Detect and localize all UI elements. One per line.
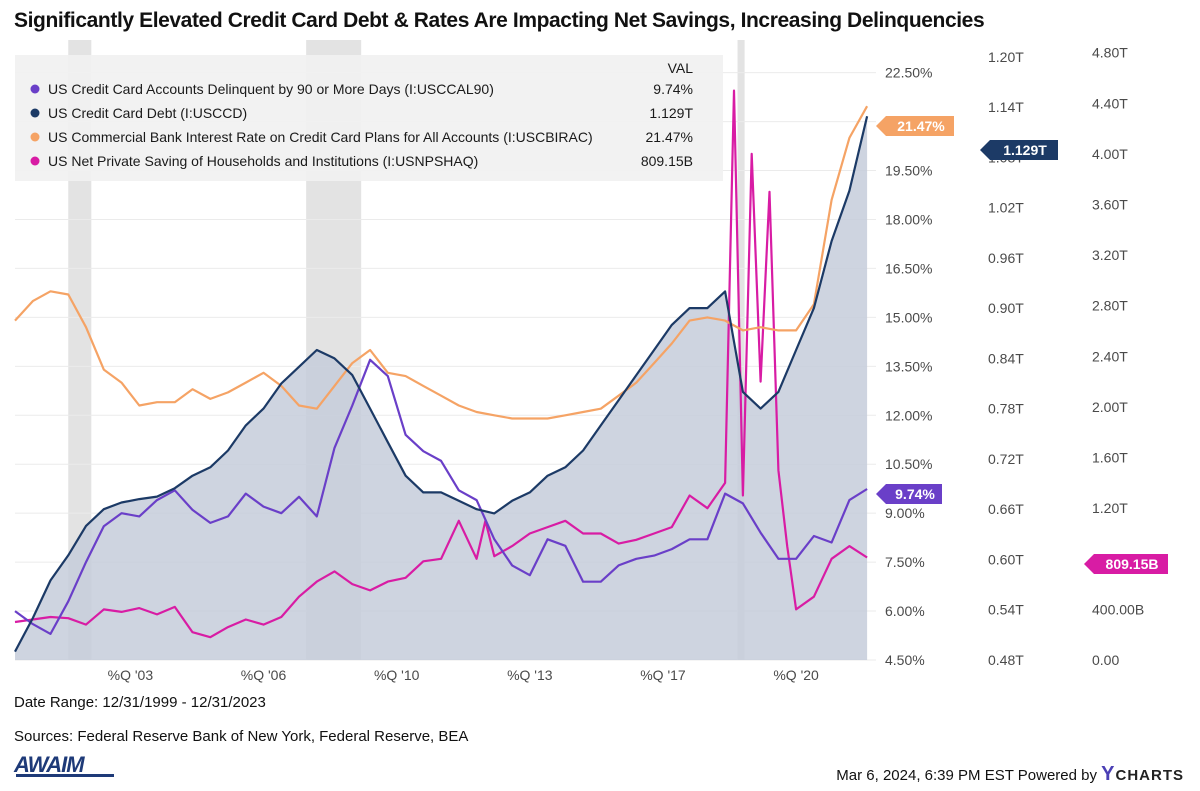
- value-tag-text-1: 21.47%: [897, 118, 945, 134]
- rate-tick-8: 12.00%: [885, 407, 932, 423]
- saving-tick-4: 3.60T: [1092, 196, 1128, 212]
- value-tag-1: [876, 116, 954, 136]
- legend-label-3: US Commercial Bank Interest Rate on Cred…: [48, 129, 593, 145]
- sources: Sources: Federal Reserve Bank of New Yor…: [14, 728, 469, 745]
- legend-value-4: 809.15B: [641, 153, 693, 169]
- chart-title: Significantly Elevated Credit Card Debt …: [14, 9, 985, 32]
- footer: Mar 6, 2024, 6:39 PM EST Powered by YCHA…: [836, 763, 1184, 786]
- saving-tick-1: 4.80T: [1092, 45, 1128, 61]
- legend-value-3: 21.47%: [646, 129, 693, 145]
- x-axis: %Q '03 %Q '06 %Q '10 %Q '13 %Q '17 %Q '20: [108, 667, 819, 683]
- debt-area: [15, 116, 868, 660]
- rate-tick-1: 22.50%: [885, 65, 932, 81]
- debt-tick-6: 0.90T: [988, 300, 1024, 316]
- saving-tick-12: 400.00B: [1092, 601, 1144, 617]
- x-tick-6: %Q '20: [773, 667, 819, 683]
- saving-tick-6: 2.80T: [1092, 298, 1128, 314]
- legend-header: VAL: [668, 60, 694, 76]
- legend-label-4: US Net Private Saving of Households and …: [48, 153, 478, 169]
- saving-tick-7: 2.40T: [1092, 348, 1128, 364]
- debt-tick-11: 0.60T: [988, 551, 1024, 567]
- legend-marker-4: [30, 156, 40, 166]
- x-tick-5: %Q '17: [640, 667, 686, 683]
- legend: VAL US Credit Card Accounts Delinquent by…: [15, 55, 723, 181]
- saving-tick-13: 0.00: [1092, 652, 1119, 668]
- value-tag-text-2: 1.129T: [1003, 142, 1047, 158]
- saving-tick-5: 3.20T: [1092, 247, 1128, 263]
- logo-underline: [16, 774, 114, 777]
- x-tick-4: %Q '13: [507, 667, 553, 683]
- debt-area-fill: [15, 116, 868, 660]
- rate-tick-5: 16.50%: [885, 260, 932, 276]
- value-labels: 21.47% 1.129T 9.74% 809.15B: [876, 116, 1168, 574]
- debt-tick-9: 0.72T: [988, 451, 1024, 467]
- legend-marker-2: [30, 108, 40, 118]
- recession-band-1: [68, 40, 92, 660]
- ycharts-logo[interactable]: YCHARTS: [1101, 763, 1184, 785]
- saving-tick-9: 1.60T: [1092, 450, 1128, 466]
- series-line-1: [14, 358, 868, 635]
- debt-tick-7: 0.84T: [988, 350, 1024, 366]
- value-tag-4: [1084, 554, 1168, 574]
- series-lines: [14, 89, 869, 653]
- rate-tick-11: 7.50%: [885, 554, 925, 570]
- series-line-3: [14, 105, 869, 420]
- saving-tick-8: 2.00T: [1092, 399, 1128, 415]
- legend-marker-1: [30, 84, 40, 94]
- rate-tick-13: 4.50%: [885, 652, 925, 668]
- value-tag-text-3: 9.74%: [895, 486, 935, 502]
- rate-tick-12: 6.00%: [885, 603, 925, 619]
- debt-tick-8: 0.78T: [988, 401, 1024, 417]
- legend-value-2: 1.129T: [649, 105, 693, 121]
- legend-label-2: US Credit Card Debt (I:USCCD): [48, 105, 247, 121]
- series-line-2: [14, 115, 869, 653]
- awaim-logo: AWAIM: [14, 752, 85, 777]
- legend-value-1: 9.74%: [653, 81, 693, 97]
- recession-band-3: [737, 40, 745, 660]
- value-tag-text-4: 809.15B: [1106, 556, 1159, 572]
- rate-tick-6: 15.00%: [885, 309, 932, 325]
- x-tick-2: %Q '06: [241, 667, 287, 683]
- saving-axis: 4.80T 4.40T 4.00T 3.60T 3.20T 2.80T 2.40T 2.00T…: [1092, 45, 1144, 668]
- debt-tick-1: 1.20T: [988, 49, 1024, 65]
- debt-tick-13: 0.48T: [988, 652, 1024, 668]
- debt-tick-5: 0.96T: [988, 250, 1024, 266]
- legend-box: [15, 55, 723, 181]
- rate-tick-9: 10.50%: [885, 456, 932, 472]
- debt-tick-4: 1.02T: [988, 200, 1024, 216]
- saving-tick-2: 4.40T: [1092, 95, 1128, 111]
- legend-marker-3: [30, 132, 40, 142]
- rate-tick-7: 13.50%: [885, 358, 932, 374]
- debt-tick-12: 0.54T: [988, 602, 1024, 618]
- date-range: Date Range: 12/31/1999 - 12/31/2023: [14, 694, 266, 711]
- debt-tick-10: 0.66T: [988, 501, 1024, 517]
- rate-tick-3: 19.50%: [885, 163, 932, 179]
- series-line-4: [14, 89, 868, 639]
- rate-tick-4: 18.00%: [885, 211, 932, 227]
- debt-tick-2: 1.14T: [988, 99, 1024, 115]
- saving-tick-3: 4.00T: [1092, 146, 1128, 162]
- x-tick-3: %Q '10: [374, 667, 420, 683]
- x-tick-1: %Q '03: [108, 667, 154, 683]
- saving-tick-10: 1.20T: [1092, 500, 1128, 516]
- value-tag-3: [876, 484, 942, 504]
- value-tag-2: [980, 140, 1058, 160]
- rate-axis: 22.50%21.00%19.50%18.00%16.50%15.00%13.5…: [885, 65, 932, 668]
- rate-tick-10: 9.00%: [885, 505, 925, 521]
- timestamp: Mar 6, 2024, 6:39 PM EST Powered by: [836, 767, 1097, 784]
- legend-label-1: US Credit Card Accounts Delinquent by 90…: [48, 81, 494, 97]
